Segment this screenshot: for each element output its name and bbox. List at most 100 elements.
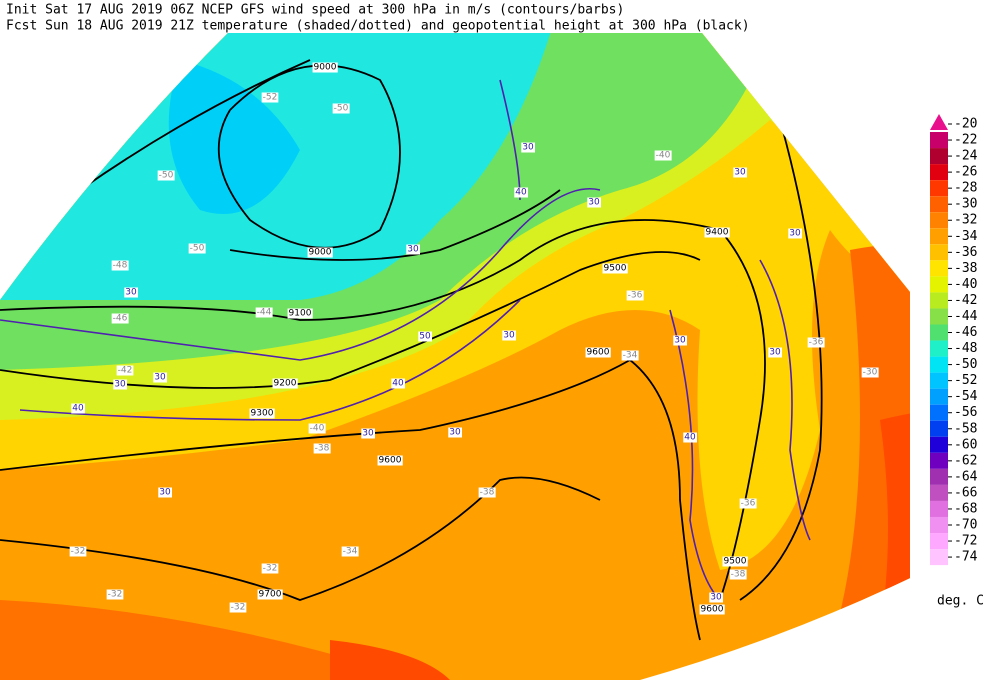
- temp-label: -40: [656, 151, 671, 161]
- wind-label-bg: [514, 187, 528, 198]
- wind-label-bg: [124, 287, 138, 298]
- colorbar-label: -20: [954, 117, 977, 132]
- temp-label: -30: [863, 368, 878, 378]
- height-label-bg: [585, 347, 611, 358]
- colorbar-label: -48: [954, 341, 977, 356]
- colorbar-label: -32: [954, 213, 977, 228]
- colorbar-swatch: [930, 340, 948, 357]
- wind-label: 30: [588, 198, 600, 208]
- temp-label: -50: [190, 244, 205, 254]
- wind-label-bg: [683, 432, 697, 443]
- wind-label-bg: [153, 372, 167, 383]
- height-label: 9000: [314, 63, 337, 73]
- height-label: 9100: [289, 309, 312, 319]
- colorbar-swatch: [930, 533, 948, 550]
- temp-label: -36: [809, 338, 824, 348]
- colorbar-label: -66: [954, 485, 977, 500]
- wind-label-bg: [768, 347, 782, 358]
- colorbar-label: -64: [954, 469, 978, 484]
- wind-label-bg: [361, 428, 375, 439]
- temp-label: -38: [731, 570, 746, 580]
- temp-label: -36: [741, 499, 756, 509]
- temp-label: -44: [257, 308, 272, 318]
- wind-label: 30: [125, 288, 137, 298]
- temp-label: -40: [310, 424, 325, 434]
- wind-label-bg: [587, 197, 601, 208]
- wind-label: 40: [72, 404, 84, 414]
- temp-label-bg: [341, 546, 359, 557]
- wind-label-bg: [391, 378, 405, 389]
- colorbar-swatch: [930, 260, 948, 277]
- colorbar-label: -46: [954, 325, 977, 340]
- temp-label-bg: [255, 307, 273, 318]
- wind-label: 30: [522, 143, 534, 153]
- colorbar-label: -72: [954, 534, 977, 549]
- colorbar-swatch: [930, 484, 948, 501]
- wind-label: 30: [154, 373, 166, 383]
- colorbar-label: -68: [954, 501, 977, 516]
- colorbar-label: -58: [954, 421, 977, 436]
- init-line: Init Sat 17 AUG 2019 06Z NCEP GFS wind s…: [6, 3, 624, 18]
- temp-label-bg: [188, 243, 206, 254]
- colorbar-swatch: [930, 372, 948, 389]
- colorbar-swatch: [930, 516, 948, 534]
- colorbar-label: -26: [954, 165, 977, 180]
- temp-label-bg: [729, 569, 747, 580]
- colorbar-swatch: [930, 436, 948, 453]
- wind-label-bg: [709, 592, 723, 603]
- height-label: 9600: [701, 605, 724, 615]
- temp-label: -32: [231, 603, 246, 613]
- temp-label-bg: [157, 170, 175, 181]
- temp-label-bg: [861, 367, 879, 378]
- height-label: 9300: [251, 409, 274, 419]
- temp-label-bg: [313, 443, 331, 454]
- height-label-bg: [312, 62, 338, 73]
- temp-label: -38: [315, 444, 330, 454]
- colorbar-label: -28: [954, 181, 977, 196]
- colorbar-swatch: [930, 244, 948, 261]
- height-label-bg: [249, 408, 275, 419]
- wind-label-bg: [406, 244, 420, 255]
- height-label-bg: [704, 227, 730, 238]
- wind-label: 40: [684, 433, 696, 443]
- colorbar-swatch: [930, 404, 948, 421]
- colorbar-label: -44: [954, 309, 978, 324]
- temp-label-bg: [261, 563, 279, 574]
- temp-label: -34: [623, 351, 638, 361]
- temp-label: -32: [263, 564, 278, 574]
- colorbar-label: -52: [954, 373, 977, 388]
- colorbar-label: -74: [954, 550, 978, 565]
- temp-label-bg: [739, 498, 757, 509]
- colorbar-cap: [930, 114, 948, 130]
- colorbar-swatch: [930, 452, 948, 469]
- colorbar-swatch: [930, 468, 948, 485]
- height-label-bg: [602, 263, 628, 274]
- colorbar-label: -70: [954, 518, 977, 533]
- temp-label: -36: [628, 291, 643, 301]
- colorbar-label: -56: [954, 405, 977, 420]
- temp-label-bg: [332, 103, 350, 114]
- colorbar-label: -38: [954, 261, 977, 276]
- height-label-bg: [699, 604, 725, 615]
- height-label-bg: [722, 556, 748, 567]
- colorbar-swatch: [930, 212, 948, 229]
- colorbar-swatch: [930, 148, 948, 165]
- height-label: 9000: [309, 248, 332, 258]
- wind-label: 40: [392, 379, 404, 389]
- colorbar-swatch: [930, 196, 948, 213]
- colorbar-label: -42: [954, 293, 977, 308]
- temp-label-bg: [621, 350, 639, 361]
- colorbar-swatch: [930, 228, 948, 245]
- temp-label-bg: [111, 313, 129, 324]
- colorbar-label: -34: [954, 229, 978, 244]
- temp-label-bg: [229, 602, 247, 613]
- wind-label-bg: [418, 331, 432, 342]
- temp-label: -50: [159, 171, 174, 181]
- temp-label-bg: [478, 487, 496, 498]
- colorbar-label: -40: [954, 277, 977, 292]
- wind-label: 30: [449, 428, 461, 438]
- temp-label: -50: [334, 104, 349, 114]
- colorbar-swatch: [930, 132, 948, 149]
- colorbar-swatch: [930, 180, 948, 197]
